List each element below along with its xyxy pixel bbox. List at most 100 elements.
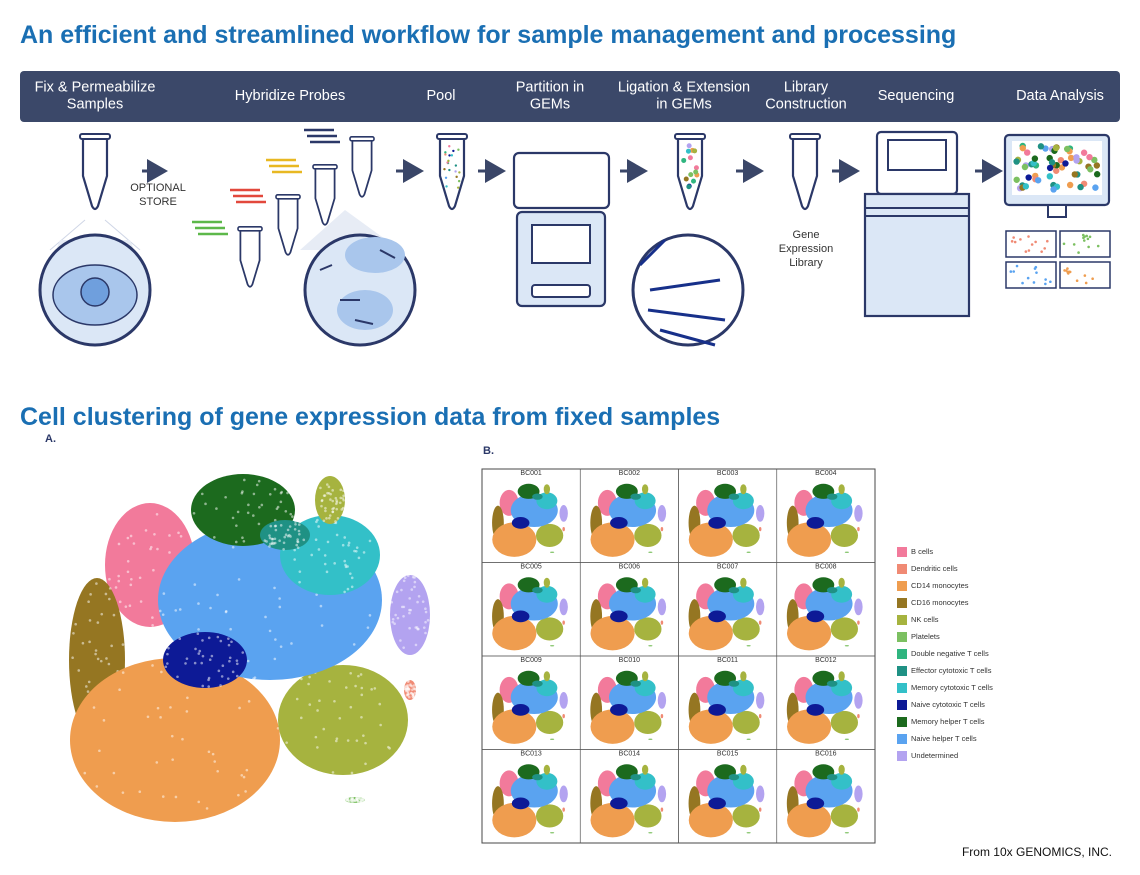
cell-cluster	[746, 832, 751, 834]
cell-speck	[295, 543, 299, 547]
cell-speck	[156, 706, 160, 710]
cell-speck	[228, 656, 232, 660]
cell-speck	[334, 520, 337, 523]
mini-cluster-plot	[492, 764, 568, 838]
cell-speck	[333, 562, 336, 565]
cell-speck	[335, 533, 339, 537]
cell-cluster	[854, 505, 863, 522]
cell-cluster	[787, 615, 832, 651]
mini-dot	[1010, 240, 1014, 243]
cell-speck	[368, 614, 372, 617]
cell-cluster	[610, 703, 628, 716]
cell-cluster	[590, 615, 635, 651]
mini-cluster-plot	[688, 670, 765, 744]
cell-speck	[316, 746, 319, 749]
cell-speck	[207, 685, 211, 688]
cell-speck	[230, 640, 233, 644]
cell-speck	[87, 680, 91, 684]
cell-speck	[77, 669, 81, 672]
cell-speck	[269, 542, 272, 546]
cell-cluster	[660, 527, 664, 532]
cell-speck	[193, 583, 197, 586]
cell-speck	[95, 785, 99, 788]
workflow-icon	[49, 219, 141, 251]
cell-speck	[413, 580, 417, 584]
cell-speck	[252, 677, 255, 680]
cell-speck	[237, 578, 241, 581]
cell-speck	[359, 673, 363, 676]
cell-speck	[403, 687, 406, 690]
cell-cluster	[630, 493, 641, 500]
cell-speck	[323, 562, 327, 566]
cell-speck	[104, 592, 108, 596]
cell-speck	[314, 538, 318, 542]
cell-cluster	[830, 617, 859, 641]
cell-speck	[171, 758, 174, 761]
cell-cluster	[732, 710, 760, 734]
cell-speck	[257, 522, 261, 526]
analysis-dot	[1050, 186, 1057, 193]
cell-speck	[216, 769, 219, 773]
cell-speck	[224, 495, 227, 499]
cell-speck	[174, 609, 178, 612]
cell-speck	[286, 528, 290, 532]
legend-label: CD16 monocytes	[911, 598, 969, 607]
sample-label: BC009	[520, 657, 542, 664]
cell-speck	[117, 542, 121, 546]
cell-speck	[320, 504, 323, 508]
sample-label: BC002	[619, 470, 641, 477]
cell-speck	[411, 695, 415, 698]
legend-label: Double negative T cells	[911, 649, 989, 658]
cell-speck	[156, 547, 159, 551]
cell-speck	[201, 639, 204, 642]
panel-label: B.	[483, 445, 494, 457]
step-label: Ligation & Extension	[618, 79, 750, 95]
mini-cluster-plot	[492, 483, 568, 557]
cell-speck	[279, 645, 283, 648]
analysis-dot	[1021, 163, 1029, 171]
cell-speck	[290, 642, 293, 645]
cell-speck	[391, 620, 395, 624]
mini-dot	[1077, 251, 1080, 254]
mini-dot	[1021, 281, 1024, 285]
workflow-icon	[631, 233, 745, 347]
step-label: GEMs	[530, 96, 570, 112]
cell-cluster	[740, 671, 747, 682]
mini-dot	[1019, 238, 1022, 241]
cell-cluster	[630, 680, 641, 687]
cell-speck	[346, 565, 349, 568]
cell-cluster	[844, 832, 849, 834]
legend-swatch	[897, 615, 907, 625]
cell-speck	[181, 737, 184, 741]
cell-speck	[244, 790, 247, 793]
cell-speck	[325, 517, 328, 520]
sample-label: BC014	[619, 750, 641, 757]
cell-speck	[338, 501, 342, 505]
cell-cluster	[657, 785, 667, 803]
workflow-icon	[531, 224, 591, 264]
workflow-icon	[230, 188, 266, 204]
cell-speck	[138, 576, 142, 580]
analysis-dot	[1052, 144, 1060, 152]
cell-cluster	[728, 680, 740, 687]
cell-cluster	[740, 577, 747, 588]
workflow-icon	[863, 192, 971, 318]
cell-speck	[126, 570, 130, 574]
workflow-icon	[312, 163, 338, 226]
step-label: Library	[784, 79, 829, 95]
cell-speck	[234, 540, 238, 544]
cell-speck	[324, 506, 327, 510]
cell-speck	[342, 489, 345, 493]
cell-speck	[166, 652, 169, 656]
cell-speck	[298, 532, 301, 536]
sample-label: BC010	[619, 657, 641, 664]
cell-speck	[331, 510, 335, 514]
cell-cluster	[857, 527, 860, 532]
cell-speck	[424, 620, 427, 624]
cell-speck	[269, 524, 273, 528]
mini-dot	[1082, 239, 1086, 242]
cell-speck	[426, 618, 430, 622]
pool-dot	[447, 159, 450, 163]
